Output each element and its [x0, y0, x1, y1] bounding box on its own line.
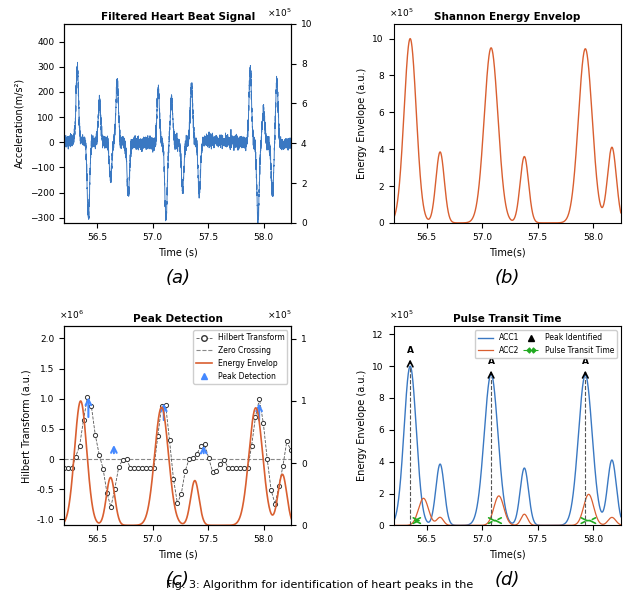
Energy Envelop — [214, 522, 221, 529]
Text: (b): (b) — [495, 269, 520, 287]
ACC2 — [620, 522, 628, 529]
ACC2 — [557, 522, 565, 529]
Text: Fig. 3: Algorithm for identification of heart peaks in the: Fig. 3: Algorithm for identification of … — [166, 580, 474, 590]
Hilbert Transform — [146, 464, 154, 472]
ACC2 — [488, 509, 496, 516]
Text: (a): (a) — [165, 269, 190, 287]
Y-axis label: Hilbert Transform (a.u.): Hilbert Transform (a.u.) — [21, 369, 31, 482]
Text: $\times10^6$: $\times10^6$ — [60, 309, 84, 321]
Energy Envelop — [284, 496, 291, 503]
Text: A: A — [582, 357, 589, 366]
Hilbert Transform — [107, 503, 115, 510]
ACC2 — [499, 501, 507, 509]
Hilbert Transform — [291, 453, 298, 460]
Y-axis label: Acceleration(m/s²): Acceleration(m/s²) — [14, 78, 24, 168]
Hilbert Transform — [60, 464, 68, 472]
Line: Hilbert Transform: Hilbert Transform — [62, 395, 297, 509]
Line: ACC1: ACC1 — [394, 366, 624, 525]
ACC2 — [486, 515, 494, 522]
ACC2 — [546, 522, 554, 529]
Title: Pulse Transit Time: Pulse Transit Time — [453, 314, 561, 324]
Energy Envelop — [157, 404, 164, 411]
ACC1 — [486, 371, 494, 378]
Energy Envelop — [228, 522, 236, 529]
ACC1 — [620, 521, 628, 528]
Legend: ACC1, ACC2, Peak Identified, Pulse Transit Time: ACC1, ACC2, Peak Identified, Pulse Trans… — [474, 330, 617, 358]
Energy Envelop — [272, 501, 280, 509]
X-axis label: Time(s): Time(s) — [489, 550, 525, 559]
Text: (c): (c) — [166, 571, 189, 589]
Hilbert Transform — [127, 464, 134, 472]
X-axis label: Time (s): Time (s) — [157, 550, 198, 559]
Hilbert Transform — [142, 464, 150, 472]
ACC1 — [390, 518, 397, 525]
Title: Peak Detection: Peak Detection — [132, 314, 223, 324]
Text: $\times10^5$: $\times10^5$ — [267, 7, 291, 19]
X-axis label: Time (s): Time (s) — [157, 247, 198, 257]
Title: Filtered Heart Beat Signal: Filtered Heart Beat Signal — [100, 12, 255, 21]
Hilbert Transform — [212, 467, 220, 475]
Energy Envelop — [77, 398, 84, 405]
Line: Energy Envelop: Energy Envelop — [64, 401, 294, 525]
ACC1 — [613, 489, 621, 496]
Text: A: A — [406, 346, 413, 355]
X-axis label: Time(s): Time(s) — [489, 247, 525, 257]
ACC2 — [585, 491, 593, 498]
ACC1 — [557, 521, 565, 528]
ACC1 — [406, 362, 414, 370]
ACC1 — [488, 373, 496, 380]
Hilbert Transform — [84, 393, 92, 401]
Energy Envelop — [291, 521, 298, 528]
Energy Envelop — [159, 405, 166, 413]
Text: $\times10^5$: $\times10^5$ — [267, 309, 291, 321]
ACC2 — [613, 519, 621, 526]
Hilbert Transform — [134, 464, 142, 472]
Text: $\times10^5$: $\times10^5$ — [389, 7, 413, 19]
Text: A: A — [488, 357, 495, 366]
Legend: Hilbert Transform, Zero Crossing, Energy Envelop, Peak Detection: Hilbert Transform, Zero Crossing, Energy… — [193, 330, 287, 384]
ACC1 — [543, 522, 551, 529]
ACC2 — [390, 522, 397, 529]
Hilbert Transform — [103, 490, 111, 497]
Line: ACC2: ACC2 — [394, 494, 624, 525]
Energy Envelop — [60, 519, 68, 526]
ACC2 — [602, 519, 609, 527]
ACC1 — [499, 490, 507, 497]
Text: $\times10^5$: $\times10^5$ — [389, 309, 413, 321]
ACC1 — [602, 496, 609, 503]
Energy Envelop — [170, 497, 177, 504]
Y-axis label: Energy Envelope (a.u.): Energy Envelope (a.u.) — [356, 370, 367, 482]
Title: Shannon Energy Envelop: Shannon Energy Envelop — [434, 12, 580, 21]
Text: (d): (d) — [495, 571, 520, 589]
Y-axis label: Energy Envelope (a.u.): Energy Envelope (a.u.) — [356, 67, 367, 179]
